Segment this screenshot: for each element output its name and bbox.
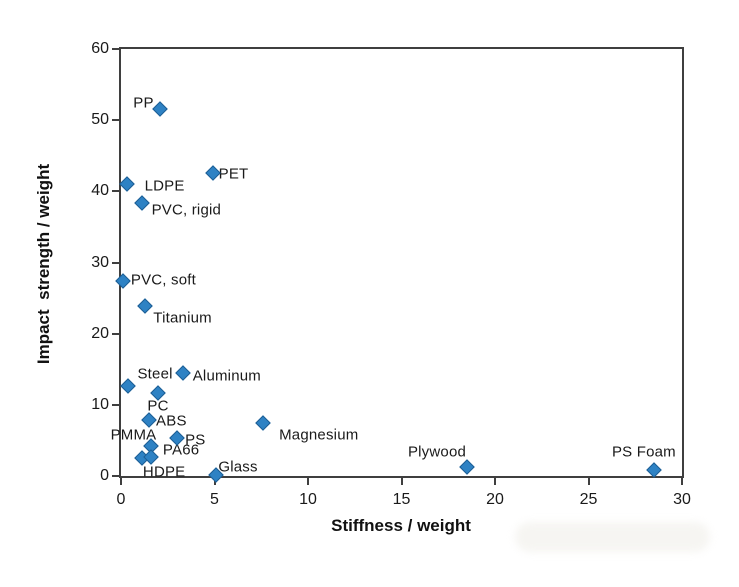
data-label-aluminum: Aluminum — [192, 367, 261, 385]
data-label-magnesium: Magnesium — [279, 426, 359, 444]
plot-area — [119, 47, 684, 478]
data-label-ps-foam: PS Foam — [611, 443, 676, 461]
y-axis-tick-30 — [112, 261, 119, 264]
y-axis-tick-50 — [112, 119, 119, 122]
x-axis-tick-0 — [120, 478, 122, 485]
data-label-hdpe: HDPE — [142, 463, 186, 481]
data-label-abs: ABS — [156, 412, 187, 430]
x-axis-tick-30 — [681, 478, 683, 485]
y-axis-tick-40 — [112, 190, 119, 193]
y-axis-tick-10 — [112, 403, 119, 406]
y-axis-title: Impact strength / weight — [34, 163, 53, 365]
x-axis-tick-15 — [400, 478, 403, 485]
y-axis-tick-label-20: 20 — [91, 324, 109, 342]
y-axis-tick-60 — [112, 48, 119, 50]
data-label-pc: PC — [147, 397, 169, 415]
x-axis-tick-20 — [494, 478, 496, 485]
x-axis-tick-label-25: 25 — [579, 491, 598, 508]
x-axis-tick-label-0: 0 — [116, 491, 126, 508]
data-label-pp: PP — [133, 94, 154, 112]
data-label-pvc-rigid: PVC, rigid — [151, 201, 222, 219]
x-axis-tick-label-10: 10 — [299, 491, 317, 508]
y-axis-tick-20 — [112, 332, 119, 335]
data-label-pvc-soft: PVC, soft — [130, 271, 197, 289]
x-axis-tick-25 — [587, 478, 590, 485]
x-axis-tick-10 — [307, 478, 309, 485]
y-axis-tick-label-30: 30 — [91, 253, 109, 271]
y-axis-tick-label-60: 60 — [91, 40, 109, 57]
data-label-ps: PS — [185, 431, 206, 449]
y-axis-tick-label-10: 10 — [91, 395, 109, 413]
y-axis-tick-label-50: 50 — [91, 111, 109, 129]
data-label-pa66: PA66 — [162, 441, 200, 459]
x-axis-tick-label-5: 5 — [210, 491, 219, 508]
y-axis-tick-label-40: 40 — [91, 182, 109, 200]
data-label-ldpe: LDPE — [144, 177, 185, 195]
y-axis-tick-label-0: 0 — [100, 467, 109, 484]
data-label-pmma: PMMA — [110, 426, 157, 444]
data-label-titanium: Titanium — [153, 309, 212, 327]
x-axis-title: Stiffness / weight — [331, 516, 471, 535]
x-axis-tick-label-15: 15 — [392, 491, 411, 508]
background-smudge — [515, 522, 710, 552]
data-label-plywood: Plywood — [407, 443, 467, 461]
data-label-glass: Glass — [218, 458, 258, 476]
data-label-pet: PET — [218, 165, 249, 183]
x-axis-tick-label-20: 20 — [486, 491, 504, 508]
data-label-steel: Steel — [137, 365, 173, 383]
x-axis-tick-label-30: 30 — [673, 491, 691, 508]
y-axis-tick-0 — [112, 475, 119, 477]
